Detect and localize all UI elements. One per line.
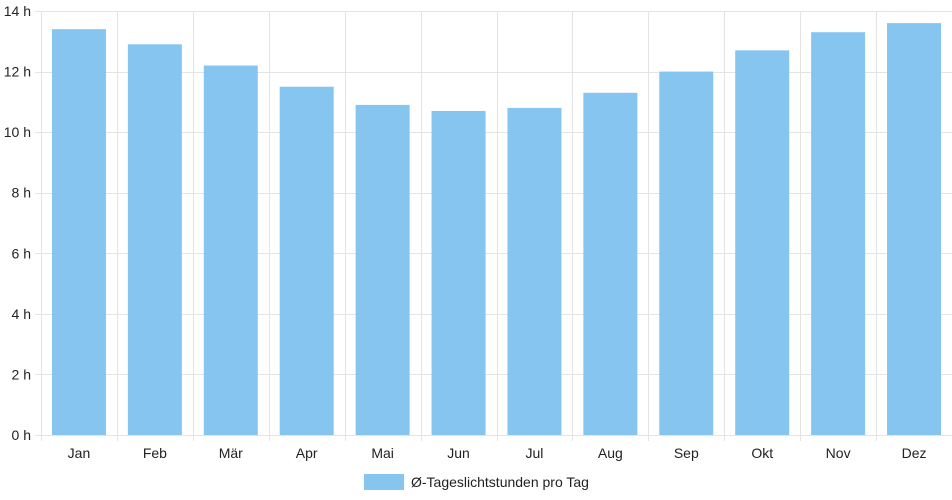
y-tick-label: 8 h — [12, 185, 31, 201]
y-tick-label: 6 h — [12, 245, 31, 261]
y-tick-label: 10 h — [4, 124, 31, 140]
x-tick-label: Mär — [219, 445, 243, 461]
x-tick-label: Jul — [526, 445, 544, 461]
y-tick-label: 2 h — [12, 366, 31, 382]
bar-mai[interactable] — [355, 104, 410, 435]
y-tick-label: 4 h — [12, 306, 31, 322]
bar-mär[interactable] — [203, 65, 258, 435]
bar-layer — [51, 23, 942, 436]
bar-jul[interactable] — [507, 107, 562, 436]
x-tick-label: Mai — [371, 445, 394, 461]
bar-apr[interactable] — [279, 86, 334, 435]
bar-jan[interactable] — [51, 29, 106, 436]
x-tick-label: Aug — [598, 445, 623, 461]
x-tick-label: Nov — [826, 445, 851, 461]
axis-layer: 0 h 2 h 4 h 6 h 8 h 10 h 12 h 14 h Jan Feb Mär Apr M… — [4, 3, 927, 461]
x-tick-label: Dez — [902, 445, 927, 461]
bar-feb[interactable] — [127, 44, 182, 436]
legend[interactable]: Ø-Tageslichtstunden pro Tag — [364, 474, 589, 490]
x-tick-label: Sep — [674, 445, 699, 461]
legend-swatch[interactable] — [364, 474, 404, 490]
bar-sep[interactable] — [659, 71, 714, 436]
y-tick-label: 14 h — [4, 3, 31, 19]
x-tick-label: Jun — [447, 445, 470, 461]
x-tick-label: Okt — [751, 445, 773, 461]
grid-layer — [35, 11, 952, 441]
y-tick-label: 12 h — [4, 64, 31, 80]
bar-okt[interactable] — [735, 50, 790, 435]
x-tick-label: Feb — [143, 445, 167, 461]
y-tick-label: 0 h — [12, 427, 31, 443]
bar-nov[interactable] — [811, 32, 866, 435]
legend-label[interactable]: Ø-Tageslichtstunden pro Tag — [411, 474, 589, 490]
bar-dez[interactable] — [887, 23, 942, 435]
x-tick-label: Apr — [296, 445, 318, 461]
x-tick-label: Jan — [68, 445, 91, 461]
bar-aug[interactable] — [583, 92, 638, 436]
bar-jun[interactable] — [431, 110, 486, 435]
